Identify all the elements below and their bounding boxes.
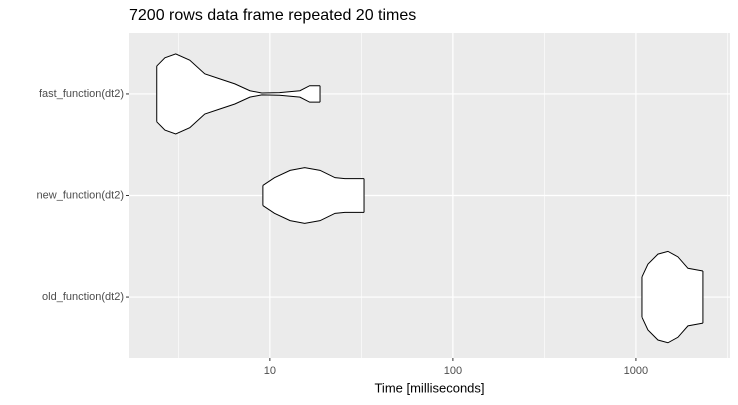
x-axis-title: Time [milliseconds] bbox=[374, 380, 484, 395]
y-tick-label: old_function(dt2) bbox=[42, 291, 124, 303]
x-tick-label: 10 bbox=[264, 365, 276, 377]
violin-outline bbox=[641, 316, 704, 344]
violin-outline bbox=[156, 94, 321, 135]
violins bbox=[156, 53, 704, 344]
x-tick-label: 1000 bbox=[624, 365, 648, 377]
violin-outline bbox=[262, 167, 365, 186]
chart-title: 7200 rows data frame repeated 20 times bbox=[129, 7, 416, 24]
violin-outline bbox=[262, 205, 365, 224]
y-tick-label: fast_function(dt2) bbox=[39, 88, 124, 100]
violin-outline bbox=[641, 250, 704, 278]
y-tick-label: new_function(dt2) bbox=[37, 189, 124, 201]
x-tick-label: 100 bbox=[444, 365, 462, 377]
violin-outline bbox=[156, 53, 321, 94]
